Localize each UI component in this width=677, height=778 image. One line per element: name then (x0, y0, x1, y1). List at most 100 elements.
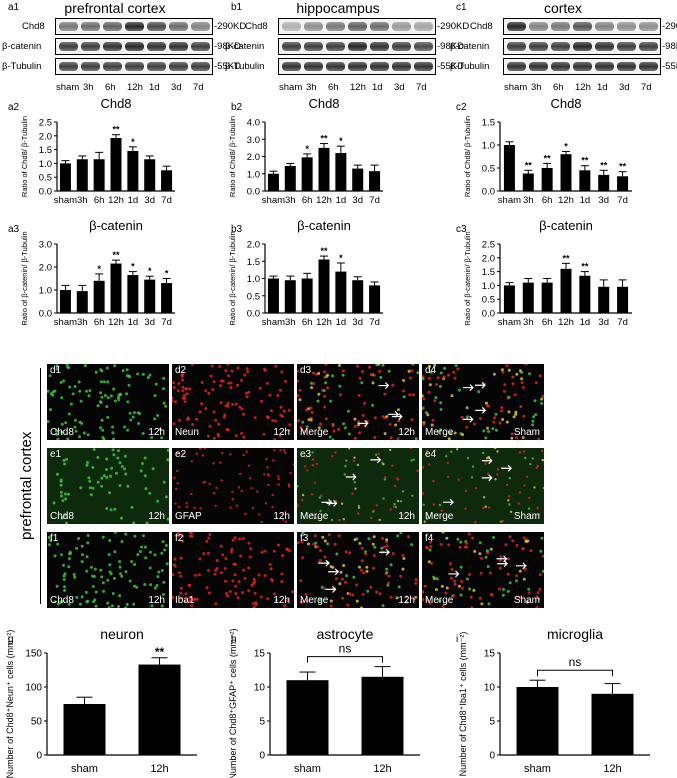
side-label: prefrontal cortex (18, 431, 35, 540)
bar (318, 147, 330, 191)
x-tick-label: 12h (558, 195, 574, 206)
cell-dot (176, 469, 179, 473)
cell-dot (118, 594, 122, 598)
blot-band (617, 42, 636, 51)
cell-dot (67, 412, 71, 416)
cell-dot (467, 573, 471, 576)
y-tick-label: 150 (25, 649, 42, 660)
cell-dot (518, 369, 522, 373)
micrograph-id: f2 (175, 533, 184, 544)
cell-dot (484, 555, 488, 559)
cell-dot (537, 513, 541, 516)
cell-dot (64, 497, 68, 501)
cell-dot (540, 397, 544, 401)
lane-label: 7d (641, 82, 652, 93)
blot-strip (55, 38, 213, 55)
bar (161, 283, 173, 313)
bar (560, 268, 572, 313)
cell-dot (162, 593, 165, 596)
cell-dot (410, 459, 413, 462)
cell-dot (372, 535, 376, 539)
bar (541, 282, 553, 313)
cell-dot (234, 434, 238, 438)
cell-dot (522, 536, 526, 540)
cell-dot (246, 370, 250, 374)
cell-dot (514, 412, 518, 416)
cell-dot (399, 574, 403, 578)
cell-dot (283, 604, 287, 608)
y-tick-label: 1.0 (39, 286, 52, 297)
micrograph-time-label: 12h (398, 595, 415, 606)
cell-dot (370, 516, 373, 520)
cell-dot (181, 389, 185, 393)
micrograph-id: d2 (175, 365, 187, 376)
blot-title: cortex (543, 0, 583, 16)
cell-dot (351, 593, 355, 597)
cell-dot (317, 372, 321, 375)
cell-dot (373, 436, 377, 439)
micrograph-stain-label: GFAP (175, 511, 202, 522)
micrograph-time-label: 12h (273, 595, 290, 606)
significance-marker: * (165, 269, 169, 279)
cell-dot (519, 405, 523, 409)
cell-dot (447, 437, 451, 440)
lane-label: 12h (575, 82, 591, 93)
cell-dot (389, 595, 393, 599)
blot-row-label: β-catenin (225, 41, 265, 52)
cell-dot (108, 563, 112, 567)
cell-dot (507, 499, 510, 502)
cell-dot (432, 575, 436, 579)
cell-dot (256, 490, 259, 493)
cell-dot (237, 486, 241, 489)
cell-dot (109, 508, 113, 512)
molecular-weight: -98KD (214, 41, 241, 52)
cell-dot (137, 422, 141, 425)
chart-title: Chd8 (100, 96, 131, 111)
cell-dot (202, 552, 206, 556)
x-tick-label: sham (262, 317, 285, 328)
cell-dot (193, 597, 197, 601)
micrograph-time-label: 12h (273, 511, 290, 522)
cell-dot (249, 547, 253, 551)
cell-dot (342, 564, 346, 567)
cell-dot (214, 504, 217, 508)
cell-dot (439, 428, 443, 432)
cell-dot (86, 461, 89, 464)
cell-dot (353, 538, 357, 542)
arrow-icon (448, 570, 460, 578)
cell-dot (181, 385, 185, 389)
cell-dot (353, 424, 357, 428)
x-tick-label: 1d (580, 195, 591, 206)
cell-dot (180, 596, 183, 600)
cell-dot (208, 533, 212, 536)
cell-dot (128, 411, 132, 415)
cell-dot (482, 451, 485, 455)
cell-dot (367, 537, 371, 541)
cell-dot (381, 536, 384, 540)
y-tick-label: 2.0 (39, 263, 52, 274)
cell-dot (292, 463, 294, 466)
ns-bracket (307, 656, 383, 663)
x-tick-label: 7d (369, 195, 380, 206)
cell-dot (190, 364, 194, 366)
cell-dot (410, 418, 414, 422)
cell-dot (56, 542, 60, 546)
x-tick-label: 12h (108, 195, 124, 206)
blot-row-label: β-Tubulin (2, 61, 42, 72)
cell-dot (359, 606, 363, 608)
cell-dot (238, 537, 242, 541)
micrograph-f4: f4 Merge Sham (422, 532, 544, 608)
cell-dot (118, 560, 122, 564)
cell-dot (408, 376, 412, 380)
cell-dot (276, 394, 280, 397)
cell-dot (310, 512, 314, 516)
cell-dot (217, 422, 221, 426)
cell-dot (162, 376, 166, 380)
y-tick-label: 0.0 (482, 187, 495, 198)
cell-dot (277, 483, 280, 486)
cell-dot (272, 459, 275, 462)
cell-dot (234, 584, 238, 588)
cell-dot (491, 427, 495, 431)
significance-marker: * (305, 144, 309, 154)
cell-dot (102, 474, 106, 478)
